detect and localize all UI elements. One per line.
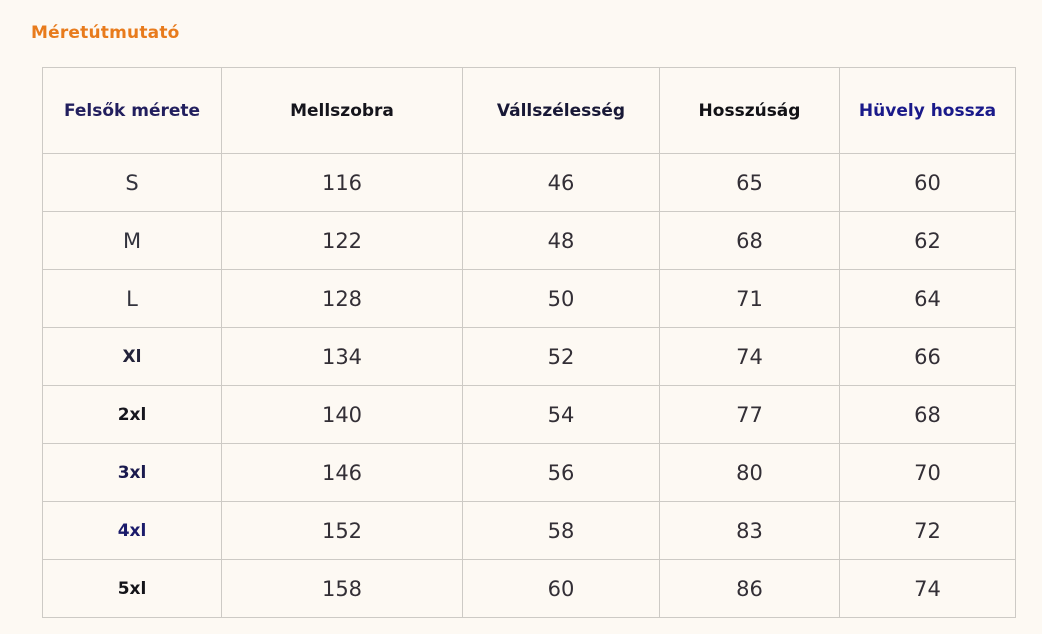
table-row-3xl: 3xl 146 56 80 70 xyxy=(42,443,1016,502)
measurement-value: 62 xyxy=(839,211,1016,270)
measurement-value: 65 xyxy=(659,153,840,212)
measurement-value: 72 xyxy=(839,501,1016,560)
measurement-value: 128 xyxy=(221,269,463,328)
size-label: Xl xyxy=(42,327,222,386)
table-row-s: S 116 46 65 60 xyxy=(42,153,1016,212)
table-row-2xl: 2xl 140 54 77 68 xyxy=(42,385,1016,444)
measurement-value: 54 xyxy=(462,385,660,444)
page-title: Méretútmutató xyxy=(31,23,180,43)
measurement-value: 46 xyxy=(462,153,660,212)
table-row-5xl: 5xl 158 60 86 74 xyxy=(42,559,1016,618)
measurement-value: 140 xyxy=(221,385,463,444)
table-row-m: M 122 48 68 62 xyxy=(42,211,1016,270)
measurement-value: 122 xyxy=(221,211,463,270)
measurement-value: 83 xyxy=(659,501,840,560)
measurement-value: 58 xyxy=(462,501,660,560)
measurement-value: 71 xyxy=(659,269,840,328)
measurement-value: 80 xyxy=(659,443,840,502)
measurement-value: 60 xyxy=(839,153,1016,212)
measurement-value: 70 xyxy=(839,443,1016,502)
measurement-value: 68 xyxy=(659,211,840,270)
measurement-value: 68 xyxy=(839,385,1016,444)
column-header-chest: Mellszobra xyxy=(221,67,463,154)
measurement-value: 116 xyxy=(221,153,463,212)
size-label: S xyxy=(42,153,222,212)
measurement-value: 152 xyxy=(221,501,463,560)
measurement-value: 74 xyxy=(659,327,840,386)
column-header-shoulder-width: Vállszélesség xyxy=(462,67,660,154)
size-label: 5xl xyxy=(42,559,222,618)
measurement-value: 86 xyxy=(659,559,840,618)
column-header-tops-size: Felsők mérete xyxy=(42,67,222,154)
size-label: 2xl xyxy=(42,385,222,444)
measurement-value: 50 xyxy=(462,269,660,328)
table-row-4xl: 4xl 152 58 83 72 xyxy=(42,501,1016,560)
size-label: 3xl xyxy=(42,443,222,502)
measurement-value: 66 xyxy=(839,327,1016,386)
measurement-value: 56 xyxy=(462,443,660,502)
measurement-value: 64 xyxy=(839,269,1016,328)
measurement-value: 77 xyxy=(659,385,840,444)
table-row-xl: Xl 134 52 74 66 xyxy=(42,327,1016,386)
size-label: M xyxy=(42,211,222,270)
column-header-length: Hosszúság xyxy=(659,67,840,154)
header-row: Felsők mérete Mellszobra Vállszélesség H… xyxy=(42,67,1016,154)
measurement-value: 158 xyxy=(221,559,463,618)
measurement-value: 48 xyxy=(462,211,660,270)
measurement-value: 60 xyxy=(462,559,660,618)
measurement-value: 134 xyxy=(221,327,463,386)
measurement-value: 52 xyxy=(462,327,660,386)
size-label: L xyxy=(42,269,222,328)
size-guide-table: Felsők mérete Mellszobra Vállszélesség H… xyxy=(42,67,1016,618)
measurement-value: 146 xyxy=(221,443,463,502)
table-row-l: L 128 50 71 64 xyxy=(42,269,1016,328)
measurement-value: 74 xyxy=(839,559,1016,618)
column-header-sleeve-length: Hüvely hossza xyxy=(839,67,1016,154)
size-guide-page: Méretútmutató Felsők mérete Mellszobra V… xyxy=(0,23,1042,618)
size-label: 4xl xyxy=(42,501,222,560)
